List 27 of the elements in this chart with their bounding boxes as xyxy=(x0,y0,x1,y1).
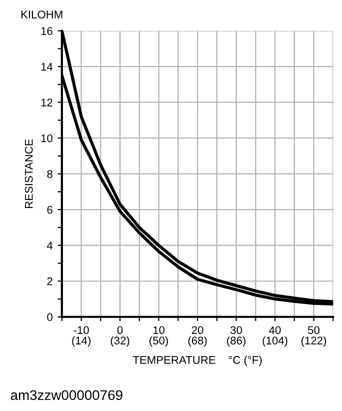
x-tick-label: 20 xyxy=(192,326,204,334)
x2-tick-label: (122) xyxy=(301,336,326,347)
x2-tick-label: (104) xyxy=(262,336,288,347)
y-tick-label: 16 xyxy=(41,27,52,35)
y-tick-label: 8 xyxy=(47,170,52,178)
text: KILOHM xyxy=(21,10,62,18)
y-tick-label: 2 xyxy=(47,277,52,286)
x-axis-title: TEMPERATURE °C (°F) xyxy=(132,356,262,366)
text: am3zzw00000769 xyxy=(10,390,122,400)
y-tick-label: 12 xyxy=(41,98,52,106)
x-tick-label: -10 xyxy=(74,326,89,334)
y-tick-label: 14 xyxy=(41,62,53,71)
x2-tick-label: (50) xyxy=(150,336,168,347)
y-tick-label: 4 xyxy=(46,242,53,250)
x-tick-label: 30 xyxy=(230,326,242,334)
x-tick-label: 10 xyxy=(153,326,165,334)
x2-tick-label: (86) xyxy=(227,336,246,347)
x2-tick-label: (68) xyxy=(188,336,207,347)
x-tick-label: 50 xyxy=(308,326,320,334)
x-tick-label: 0 xyxy=(117,326,123,334)
y-tick-label: 10 xyxy=(41,134,52,142)
y-tick-label: 0 xyxy=(47,313,52,322)
x-tick-label: 40 xyxy=(269,326,281,334)
y-tick-label: 6 xyxy=(47,206,52,214)
x2-tick-label: (14) xyxy=(72,336,90,347)
x2-tick-label: (32) xyxy=(110,336,130,347)
y-axis-title: RESISTANCE xyxy=(24,139,33,208)
